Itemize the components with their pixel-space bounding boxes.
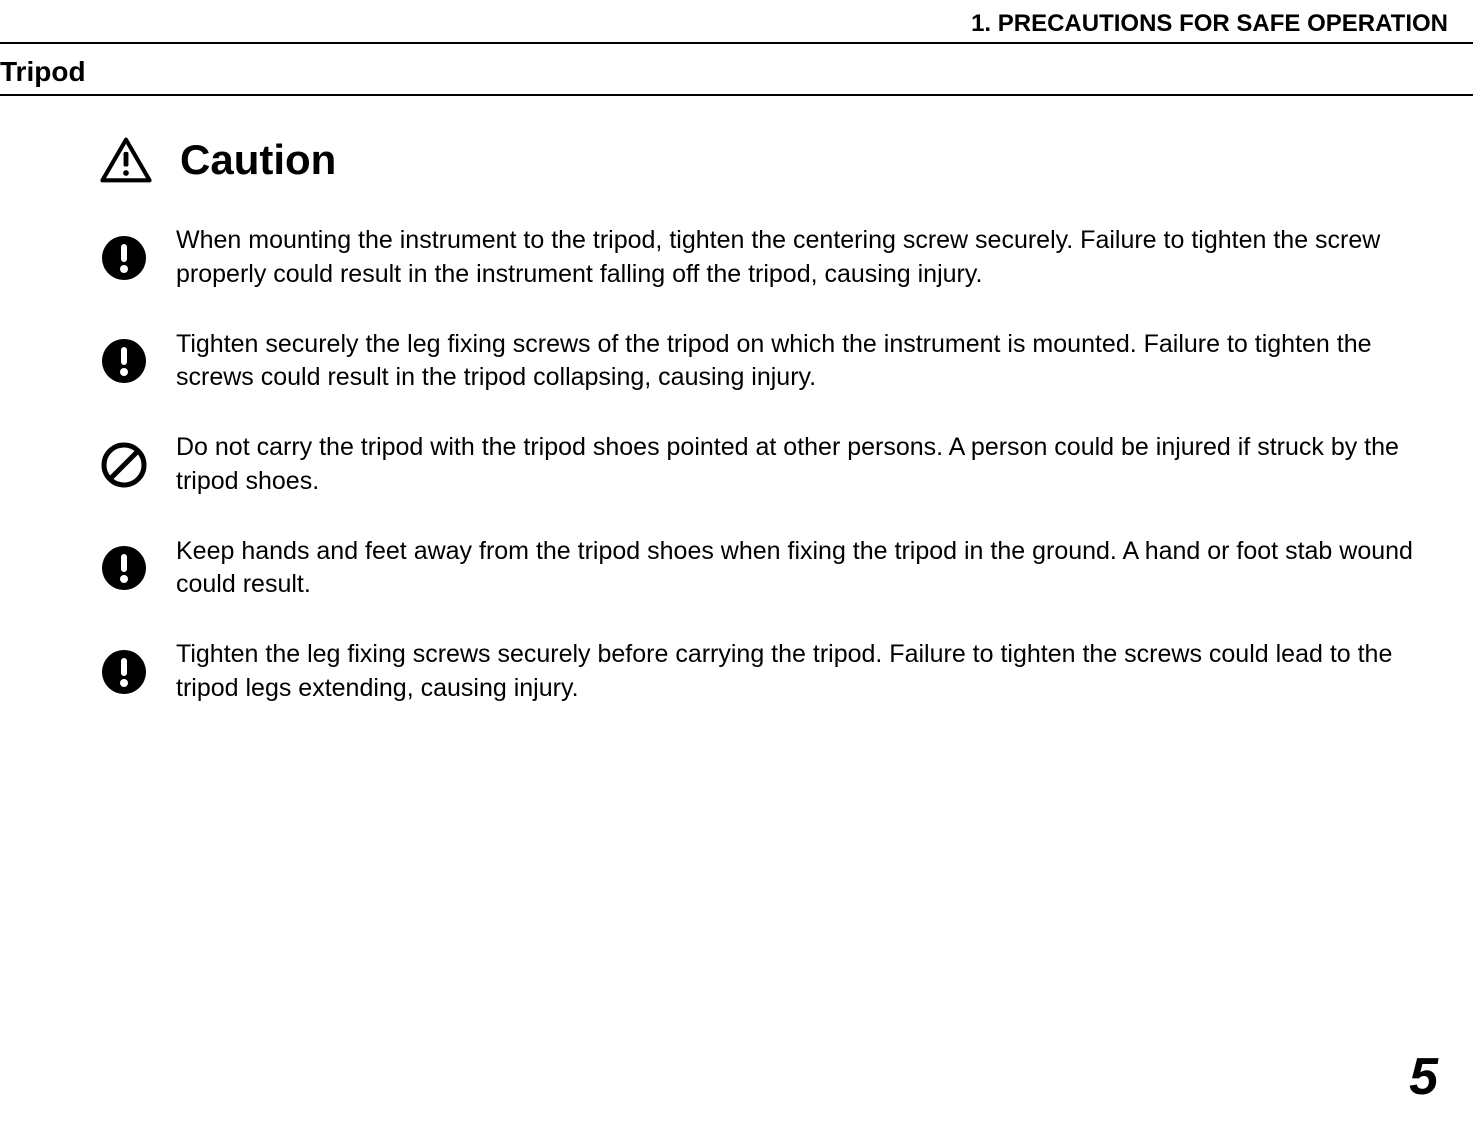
chapter-header: 1. PRECAUTIONS FOR SAFE OPERATION	[0, 10, 1473, 42]
content-area: Caution When mounting the instrument to …	[0, 136, 1473, 706]
section-rule	[0, 94, 1473, 96]
section-title: Tripod	[0, 44, 1473, 94]
caution-item: Tighten the leg fixing screws securely b…	[100, 638, 1443, 706]
mandatory-exclamation-icon	[100, 544, 148, 592]
caution-item-text: When mounting the instrument to the trip…	[176, 224, 1443, 292]
caution-item: Keep hands and feet away from the tripod…	[100, 535, 1443, 603]
caution-item: Do not carry the tripod with the tripod …	[100, 431, 1443, 499]
page-number: 5	[1409, 1047, 1438, 1107]
caution-item-text: Tighten securely the leg fixing screws o…	[176, 328, 1443, 396]
caution-item-text: Do not carry the tripod with the tripod …	[176, 431, 1443, 499]
mandatory-exclamation-icon	[100, 337, 148, 385]
caution-item-text: Tighten the leg fixing screws securely b…	[176, 638, 1443, 706]
caution-items-list: When mounting the instrument to the trip…	[100, 224, 1443, 706]
warning-triangle-icon	[100, 137, 152, 183]
mandatory-exclamation-icon	[100, 648, 148, 696]
caution-item: Tighten securely the leg fixing screws o…	[100, 328, 1443, 396]
prohibition-icon	[100, 441, 148, 489]
caution-item-text: Keep hands and feet away from the tripod…	[176, 535, 1443, 603]
caution-item: When mounting the instrument to the trip…	[100, 224, 1443, 292]
caution-heading-row: Caution	[100, 136, 1443, 184]
mandatory-exclamation-icon	[100, 234, 148, 282]
caution-title: Caution	[180, 136, 336, 184]
